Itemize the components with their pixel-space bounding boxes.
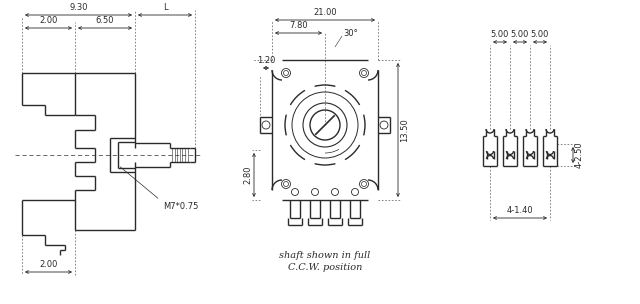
Text: 2.00: 2.00	[39, 16, 58, 25]
Text: 4-1.40: 4-1.40	[507, 206, 533, 215]
Text: 7.80: 7.80	[289, 21, 308, 30]
Text: 30°: 30°	[343, 29, 358, 37]
Text: 5.00: 5.00	[511, 30, 529, 39]
Text: 9.30: 9.30	[69, 3, 88, 12]
Text: 2.00: 2.00	[39, 260, 58, 269]
Text: 21.00: 21.00	[313, 8, 337, 17]
Text: 6.50: 6.50	[96, 16, 115, 25]
Text: 4-2.50: 4-2.50	[575, 142, 584, 168]
Text: shaft shown in full: shaft shown in full	[280, 250, 371, 260]
Text: 5.00: 5.00	[491, 30, 509, 39]
Text: L: L	[163, 3, 167, 12]
Text: 1.20: 1.20	[257, 56, 275, 65]
Text: 2.80: 2.80	[243, 166, 252, 184]
Text: C.C.W. position: C.C.W. position	[288, 264, 362, 272]
Text: M7*0.75: M7*0.75	[163, 202, 198, 211]
Text: 13.50: 13.50	[400, 118, 409, 142]
Text: 5.00: 5.00	[531, 30, 549, 39]
